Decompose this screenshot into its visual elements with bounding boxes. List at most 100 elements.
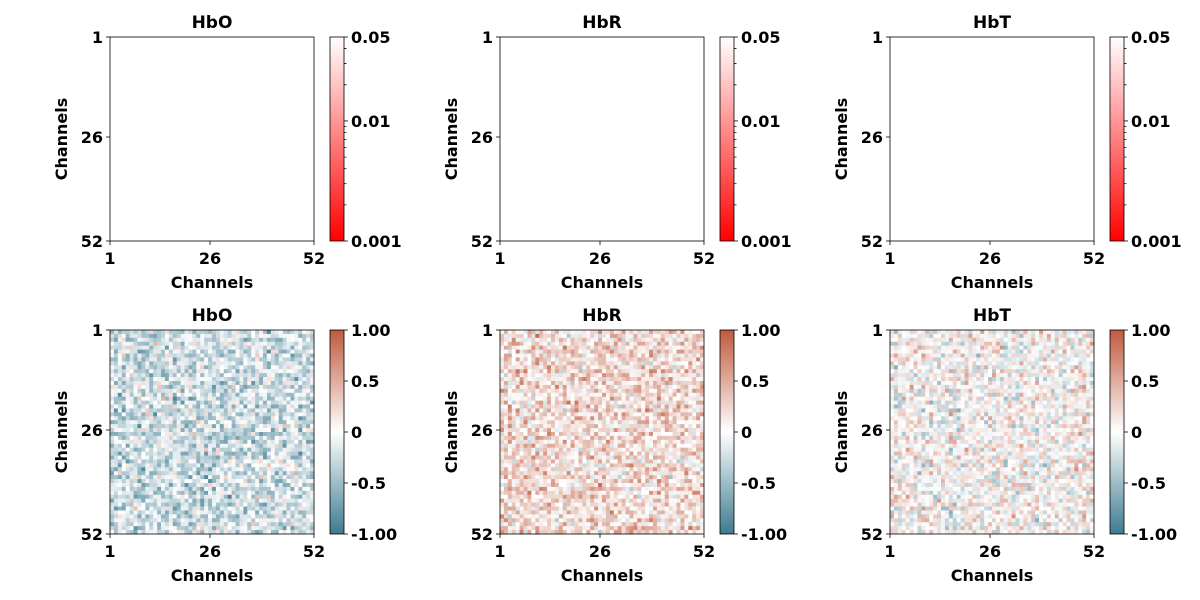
heatmap-cell: [680, 439, 685, 445]
heatmap-cell: [653, 443, 658, 449]
heatmap-cell: [523, 330, 528, 335]
heatmap-cell: [161, 463, 166, 468]
heatmap-cell: [527, 420, 532, 425]
heatmap-cell: [188, 494, 193, 500]
heatmap-cell: [121, 373, 127, 378]
heatmap-cell: [223, 333, 229, 339]
heatmap-cell: [153, 498, 158, 503]
heatmap-cell: [286, 404, 291, 409]
heatmap-cell: [110, 412, 115, 417]
heatmap-cell: [184, 384, 189, 390]
heatmap-cell: [145, 447, 150, 452]
heatmap-cell: [310, 494, 315, 500]
heatmap-cell: [180, 408, 185, 413]
heatmap-cell: [613, 388, 619, 394]
heatmap-cell: [176, 416, 181, 421]
heatmap-cell: [270, 479, 276, 484]
heatmap-cell: [594, 345, 599, 350]
heatmap-cell: [562, 353, 568, 358]
heatmap-cell: [153, 467, 158, 472]
heatmap-cell: [684, 392, 689, 398]
heatmap-cell: [668, 337, 673, 343]
heatmap-cell: [137, 498, 142, 503]
heatmap-cell: [696, 479, 701, 484]
heatmap-cell: [133, 333, 138, 339]
heatmap-cell: [133, 400, 138, 405]
heatmap-cell: [200, 400, 205, 405]
heatmap-cell: [531, 369, 536, 374]
heatmap-cell: [196, 486, 201, 492]
heatmap-cell: [192, 392, 197, 398]
heatmap-cell: [172, 494, 178, 500]
heatmap-cell: [141, 490, 146, 496]
heatmap-cell: [302, 455, 307, 460]
heatmap-cell: [251, 361, 256, 366]
heatmap-cell: [137, 502, 142, 507]
heatmap-cell: [172, 510, 178, 515]
heatmap-cell: [547, 330, 552, 335]
heatmap-cell: [270, 330, 276, 335]
heatmap-cell: [310, 396, 315, 401]
heatmap-cell: [121, 506, 127, 511]
heatmap-cell: [680, 337, 685, 343]
heatmap-cell: [192, 428, 197, 433]
heatmap-cell: [110, 333, 115, 339]
heatmap-cell: [594, 428, 599, 433]
heatmap-cell: [590, 435, 595, 441]
heatmap-cell: [598, 330, 603, 335]
heatmap-cell: [590, 330, 595, 335]
heatmap-cell: [274, 341, 280, 347]
heatmap-cell: [227, 330, 232, 335]
heatmap-cell: [676, 455, 681, 460]
heatmap-cell: [149, 381, 154, 386]
heatmap-cell: [688, 467, 693, 472]
heatmap-cell: [586, 428, 591, 433]
heatmap-cell: [558, 416, 564, 421]
heatmap-cell: [239, 424, 244, 429]
heatmap-cell: [247, 337, 252, 343]
heatmap-cell: [184, 416, 189, 421]
heatmap-cell: [511, 443, 517, 449]
heatmap-cell: [259, 420, 264, 425]
heatmap-cell: [570, 388, 575, 394]
heatmap-cell: [266, 463, 272, 468]
heatmap-cell: [310, 502, 315, 507]
heatmap-cell: [535, 443, 540, 449]
heatmap-cell: [251, 330, 256, 335]
heatmap-cell: [586, 420, 591, 425]
heatmap-cell: [219, 483, 225, 488]
heatmap-cell: [598, 365, 603, 370]
heatmap-cell: [594, 471, 599, 476]
heatmap-cell: [298, 483, 303, 488]
heatmap-cell: [574, 490, 579, 496]
heatmap-cell: [286, 369, 291, 374]
heatmap-cell: [266, 341, 272, 347]
heatmap-cell: [196, 439, 201, 445]
heatmap-cell: [302, 506, 307, 511]
heatmap-cell: [161, 420, 166, 425]
y-tick-label: 26: [861, 128, 883, 147]
heatmap-cell: [298, 490, 303, 496]
heatmap-cell: [290, 463, 295, 468]
heatmap-cell: [196, 471, 201, 476]
heatmap-cell: [141, 510, 146, 515]
heatmap-cell: [235, 349, 240, 354]
heatmap-cell: [219, 432, 225, 437]
heatmap-cell: [294, 377, 299, 382]
heatmap-cell: [672, 475, 677, 480]
heatmap-cell: [188, 490, 193, 496]
heatmap-cell: [113, 483, 119, 488]
heatmap-cell: [164, 412, 170, 417]
heatmap-cell: [551, 365, 556, 370]
heatmap-cell: [645, 365, 650, 370]
heatmap-cell: [535, 439, 540, 445]
heatmap-cell: [168, 451, 174, 456]
heatmap-cell: [161, 428, 166, 433]
heatmap-cell: [188, 526, 193, 531]
heatmap-cell: [625, 455, 630, 460]
heatmap-cell: [523, 455, 528, 460]
heatmap-cell: [239, 494, 244, 500]
heatmap-cell: [239, 369, 244, 374]
heatmap-cell: [239, 455, 244, 460]
heatmap-cell: [570, 447, 575, 452]
